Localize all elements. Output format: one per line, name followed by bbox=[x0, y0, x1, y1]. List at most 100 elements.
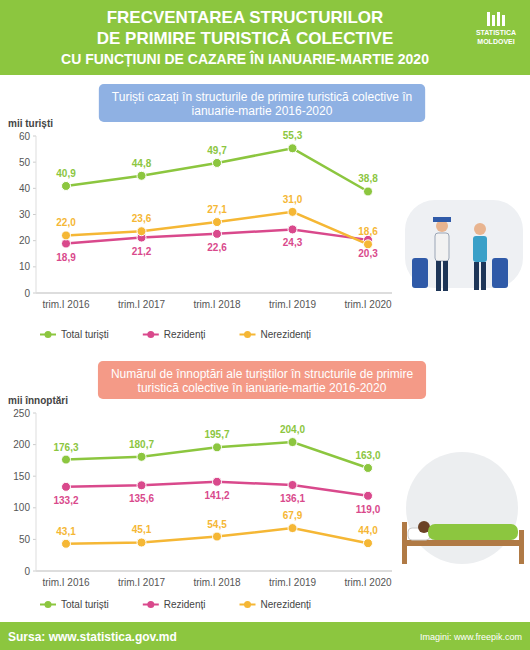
data-label: 21,2 bbox=[132, 246, 152, 257]
legend-label: Total turiști bbox=[61, 599, 109, 610]
series-point bbox=[288, 480, 297, 489]
logo-bar bbox=[487, 12, 490, 26]
data-label: 195,7 bbox=[204, 429, 229, 440]
legend-swatch bbox=[147, 331, 154, 338]
data-label: 135,6 bbox=[129, 493, 154, 504]
series-point bbox=[137, 452, 146, 461]
data-labels: 176,3180,7195,7204,0163,0133,2135,6141,2… bbox=[53, 424, 380, 537]
illustration-body bbox=[473, 236, 487, 262]
illustration-bg bbox=[405, 200, 523, 288]
data-label: 20,3 bbox=[358, 248, 378, 259]
illustration-bed bbox=[402, 540, 524, 546]
legend-item: Total turiști bbox=[40, 599, 109, 610]
chart-title: Turiști cazați în structurile de primire… bbox=[112, 90, 412, 118]
axis-title: mii turiști bbox=[8, 118, 53, 129]
data-label: 204,0 bbox=[280, 424, 305, 435]
illustration-leg bbox=[436, 261, 441, 291]
illustration-suitcase bbox=[412, 258, 428, 288]
series-point bbox=[62, 231, 71, 240]
series-point bbox=[62, 181, 71, 190]
series-point bbox=[364, 539, 373, 548]
header-title: CU FUNCȚIUNI DE CAZARE ÎN IANUARIE-MARTI… bbox=[61, 50, 429, 67]
illustration-body bbox=[435, 233, 449, 261]
data-label: 180,7 bbox=[129, 439, 154, 450]
legend-item: Rezidenți bbox=[143, 329, 206, 340]
illustration-bed bbox=[519, 530, 524, 564]
series-point bbox=[62, 482, 71, 491]
series-point bbox=[213, 532, 222, 541]
series-point bbox=[213, 158, 222, 167]
y-tick-label: 0 bbox=[24, 288, 30, 299]
legend-label: Nerezidenți bbox=[261, 599, 312, 610]
x-tick-label: trim.I 2018 bbox=[193, 577, 241, 588]
x-tick-label: trim.I 2019 bbox=[269, 299, 317, 310]
data-label: 163,0 bbox=[355, 450, 380, 461]
header-title: DE PRIMIRE TURISTICĂ COLECTIVE bbox=[97, 29, 394, 48]
legend-item: Nerezidenți bbox=[240, 599, 312, 610]
legend-swatch bbox=[45, 601, 52, 608]
series-point bbox=[364, 463, 373, 472]
y-tick-label: 20 bbox=[19, 235, 31, 246]
data-label: 67,9 bbox=[283, 510, 303, 521]
x-axis bbox=[36, 293, 392, 294]
illustration bbox=[402, 452, 524, 564]
chart-title-line: ianuarie-martie 2016-2020 bbox=[192, 104, 333, 118]
axis-title: mii înnoptări bbox=[8, 395, 68, 406]
data-label: 38,8 bbox=[358, 173, 378, 184]
legend-item: Rezidenți bbox=[143, 599, 206, 610]
data-label: 49,7 bbox=[207, 145, 227, 156]
y-tick-label: 40 bbox=[19, 183, 31, 194]
illustration-suitcase bbox=[492, 258, 508, 288]
data-label: 141,2 bbox=[204, 490, 229, 501]
plot-marks bbox=[62, 144, 373, 249]
y-tick-label: 10 bbox=[19, 261, 31, 272]
y-tick-label: 60 bbox=[19, 131, 31, 142]
data-label: 44,8 bbox=[132, 158, 152, 169]
series-point bbox=[213, 443, 222, 452]
data-label: 24,3 bbox=[283, 237, 303, 248]
y-tick-label: 30 bbox=[19, 209, 31, 220]
series-point bbox=[213, 218, 222, 227]
legend-label: Total turiști bbox=[61, 329, 109, 340]
header-band bbox=[0, 0, 530, 75]
series-line bbox=[66, 528, 368, 544]
y-tick-label: 150 bbox=[13, 471, 30, 482]
y-tick-label: 50 bbox=[19, 534, 31, 545]
legend-swatch bbox=[147, 601, 154, 608]
x-tick-label: trim.I 2017 bbox=[118, 299, 166, 310]
x-tick-label: trim.I 2017 bbox=[118, 577, 166, 588]
y-axis bbox=[36, 413, 37, 571]
y-tick-label: 0 bbox=[24, 566, 30, 577]
series-point bbox=[288, 207, 297, 216]
subtitle-box bbox=[99, 84, 425, 122]
footer-band bbox=[0, 622, 530, 650]
data-label: 18,6 bbox=[358, 226, 378, 237]
illustration-leg bbox=[443, 261, 448, 291]
series-point bbox=[137, 481, 146, 490]
x-tick-label: trim.I 2016 bbox=[42, 299, 90, 310]
series-line bbox=[66, 212, 368, 244]
data-label: 133,2 bbox=[53, 495, 78, 506]
data-label: 55,3 bbox=[283, 130, 303, 141]
data-label: 27,1 bbox=[207, 204, 227, 215]
x-axis bbox=[36, 571, 392, 572]
data-labels: 40,944,849,755,338,818,921,222,624,320,3… bbox=[56, 130, 378, 262]
data-label: 23,6 bbox=[132, 213, 152, 224]
logo: STATISTICAMOLDOVEI bbox=[476, 12, 516, 45]
series-point bbox=[364, 491, 373, 500]
illustration-leg bbox=[481, 262, 486, 290]
series-point bbox=[364, 187, 373, 196]
illustration-hat bbox=[433, 217, 451, 222]
data-label: 31,0 bbox=[283, 194, 303, 205]
series-point bbox=[62, 455, 71, 464]
logo-text: MOLDOVEI bbox=[477, 38, 514, 45]
illustration-bed bbox=[402, 522, 407, 564]
y-tick-label: 100 bbox=[13, 502, 30, 513]
x-tick-label: trim.I 2018 bbox=[193, 299, 241, 310]
legend-swatch bbox=[244, 331, 251, 338]
y-tick-label: 250 bbox=[13, 408, 30, 419]
legend-label: Rezidenți bbox=[164, 329, 206, 340]
footer-source: Sursa: www.statistica.gov.md bbox=[8, 630, 177, 644]
chart-title-line: turistică colective în ianuarie-martie 2… bbox=[138, 381, 387, 395]
footer-images: Imagini: www.freepik.com bbox=[420, 632, 522, 642]
